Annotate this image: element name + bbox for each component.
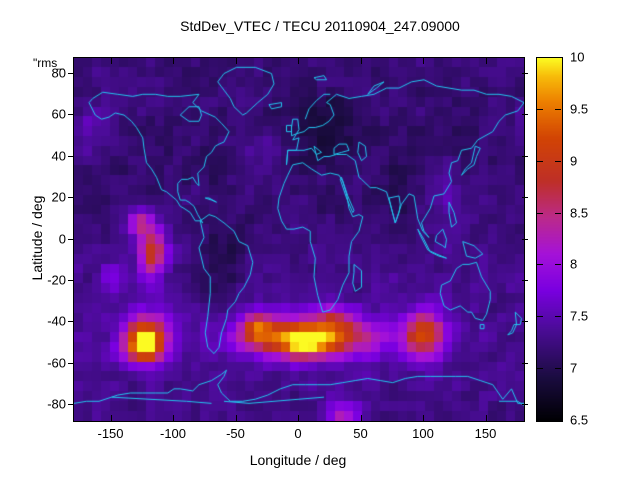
x-tick-mark-top <box>423 58 424 64</box>
y-tick-label: -60 <box>47 355 66 371</box>
x-tick-mark <box>423 415 424 421</box>
x-tick-label: 100 <box>412 426 434 441</box>
y-tick-label: -20 <box>47 272 66 288</box>
y-tick-mark-right <box>522 238 528 240</box>
rms-overlap-artifact: "rms_ <box>33 56 64 70</box>
colorbar-tick-label: 6.5 <box>570 412 589 428</box>
y-tick-label: 20 <box>51 189 66 205</box>
y-tick-mark <box>68 114 74 116</box>
x-tick-mark-top <box>173 58 174 64</box>
y-tick-mark-right <box>522 197 528 198</box>
y-tick-mark <box>68 321 74 323</box>
colorbar-tick-mark <box>555 316 561 318</box>
x-tick-mark-top <box>235 58 237 64</box>
x-tick-label: -150 <box>97 426 124 441</box>
y-tick-mark-right <box>522 404 528 406</box>
x-tick-mark <box>235 415 237 421</box>
y-tick-mark-right <box>522 321 528 323</box>
x-tick-mark-top <box>110 58 112 64</box>
x-tick-label: 50 <box>353 426 368 441</box>
x-tick-mark <box>110 415 112 421</box>
colorbar-tick-label: 8.5 <box>570 205 589 221</box>
x-tick-mark <box>298 415 299 421</box>
x-tick-mark <box>360 415 362 421</box>
colorbar-tick-mark <box>537 264 543 266</box>
y-tick-mark-right <box>522 155 528 157</box>
colorbar-tick-mark <box>537 108 543 110</box>
x-tick-mark-top <box>360 58 362 64</box>
colorbar-tick-label: 9.5 <box>570 101 589 117</box>
y-tick-mark-right <box>522 279 528 281</box>
colorbar-tick-label: 7.5 <box>570 308 589 324</box>
x-tick-label: -100 <box>159 426 187 441</box>
colorbar-tick-mark <box>555 108 561 110</box>
y-tick-label: 80 <box>51 65 66 81</box>
colorbar-tick-label: 10 <box>570 49 585 65</box>
chart-title: StdDev_VTEC / TECU 20110904_247.09000 <box>180 18 460 34</box>
x-tick-label: -50 <box>226 426 245 441</box>
colorbar-tick-mark <box>555 160 561 162</box>
colorbar-tick-mark <box>537 160 543 162</box>
colorbar-tick-mark <box>537 368 543 370</box>
y-tick-mark <box>68 72 74 74</box>
x-tick-mark-top <box>485 58 487 64</box>
x-tick-mark <box>485 415 487 421</box>
colorbar-tick-label: 8 <box>570 256 578 272</box>
colorbar[interactable] <box>536 57 563 422</box>
y-tick-mark-right <box>522 114 528 116</box>
y-tick-mark <box>68 197 74 198</box>
colorbar-tick-mark <box>537 316 543 318</box>
y-tick-mark <box>68 238 74 240</box>
x-tick-label: 150 <box>474 426 497 441</box>
colorbar-tick-mark <box>537 212 543 214</box>
y-tick-mark-right <box>522 72 528 74</box>
y-tick-mark <box>68 362 74 364</box>
y-tick-label: 40 <box>51 148 66 164</box>
colorbar-tick-mark <box>555 264 561 266</box>
map-plot-area[interactable] <box>73 57 525 422</box>
colorbar-gradient <box>537 58 562 421</box>
colorbar-tick-label: 7 <box>570 360 578 376</box>
x-tick-mark <box>173 415 174 421</box>
y-axis-title: Latitude / deg <box>29 195 45 281</box>
colorbar-tick-mark <box>555 212 561 214</box>
y-tick-label: 0 <box>58 231 66 246</box>
y-tick-label: -40 <box>47 313 66 329</box>
y-tick-mark <box>68 404 74 406</box>
colorbar-tick-mark <box>555 368 561 370</box>
x-tick-mark-top <box>298 58 299 64</box>
colorbar-tick-label: 9 <box>570 153 578 169</box>
y-tick-mark <box>68 155 74 157</box>
x-axis-title: Longitude / deg <box>249 452 347 468</box>
y-tick-mark <box>68 279 74 281</box>
y-tick-label: -80 <box>47 396 66 412</box>
y-tick-label: 60 <box>51 106 66 122</box>
x-tick-label: 0 <box>294 426 302 441</box>
y-tick-mark-right <box>522 362 528 364</box>
coastline-overlay <box>74 58 524 421</box>
